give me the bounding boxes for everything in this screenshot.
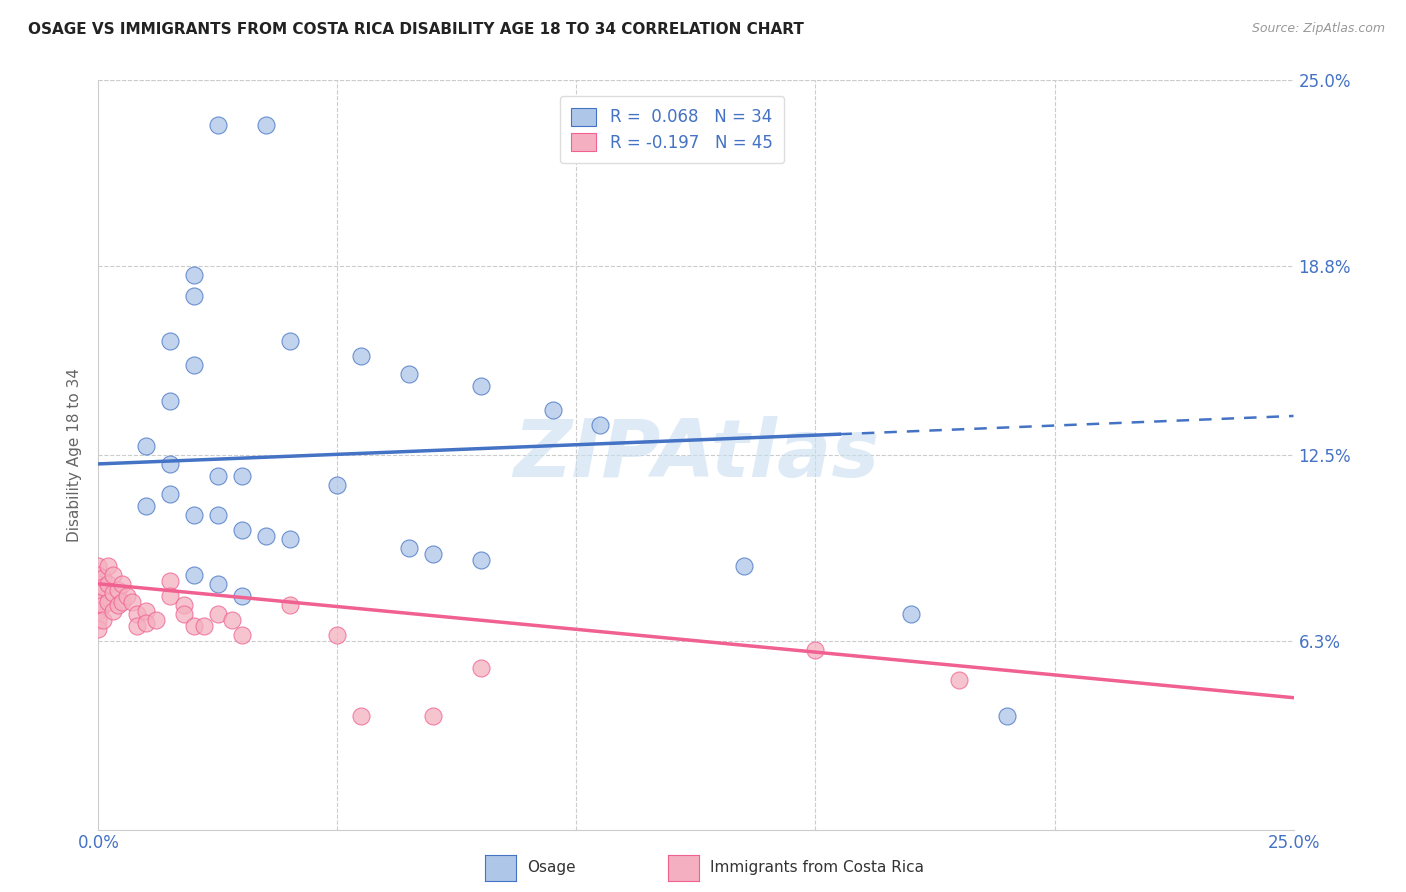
Y-axis label: Disability Age 18 to 34: Disability Age 18 to 34: [67, 368, 83, 542]
Legend: R =  0.068   N = 34, R = -0.197   N = 45: R = 0.068 N = 34, R = -0.197 N = 45: [560, 96, 785, 163]
Point: [231, 589, 253, 603]
Point: [193, 619, 215, 633]
Point: [589, 417, 612, 432]
Point: [135, 615, 157, 630]
Point: [91, 613, 114, 627]
Point: [111, 576, 134, 591]
Point: [87, 558, 110, 573]
Point: [231, 628, 253, 642]
Point: [125, 607, 148, 621]
Point: [87, 576, 110, 591]
Point: [107, 598, 129, 612]
Point: [159, 589, 181, 603]
Point: [121, 595, 143, 609]
Point: [398, 541, 420, 555]
Point: [183, 268, 205, 282]
Point: [91, 598, 114, 612]
Point: [145, 613, 167, 627]
Point: [422, 708, 444, 723]
Point: [231, 523, 253, 537]
Point: [398, 367, 420, 381]
Point: [87, 567, 110, 582]
Point: [254, 529, 277, 543]
Point: [87, 613, 110, 627]
Point: [183, 289, 205, 303]
Point: [326, 628, 349, 642]
Text: Source: ZipAtlas.com: Source: ZipAtlas.com: [1251, 22, 1385, 36]
Point: [101, 586, 124, 600]
Point: [159, 334, 181, 348]
Point: [231, 469, 253, 483]
Text: Osage: Osage: [527, 860, 576, 874]
Point: [541, 403, 564, 417]
Point: [422, 547, 444, 561]
Point: [326, 478, 349, 492]
Point: [107, 582, 129, 597]
Point: [87, 595, 110, 609]
Point: [221, 613, 243, 627]
Point: [125, 619, 148, 633]
Point: [87, 604, 110, 618]
Point: [207, 118, 229, 132]
Point: [159, 574, 181, 588]
Point: [173, 607, 195, 621]
Point: [111, 595, 134, 609]
Point: [173, 598, 195, 612]
Point: [183, 619, 205, 633]
Point: [183, 358, 205, 372]
Point: [97, 558, 120, 573]
Point: [350, 349, 373, 363]
Text: ZIPAtlas: ZIPAtlas: [513, 416, 879, 494]
Point: [159, 457, 181, 471]
Point: [278, 532, 301, 546]
Point: [159, 394, 181, 409]
Point: [159, 487, 181, 501]
Point: [470, 379, 492, 393]
Point: [207, 508, 229, 522]
Point: [470, 661, 492, 675]
Point: [350, 708, 373, 723]
Point: [183, 508, 205, 522]
Point: [97, 595, 120, 609]
Point: [101, 604, 124, 618]
Point: [101, 567, 124, 582]
Point: [91, 571, 114, 585]
Point: [91, 580, 114, 594]
Point: [97, 576, 120, 591]
Point: [995, 708, 1018, 723]
Text: OSAGE VS IMMIGRANTS FROM COSTA RICA DISABILITY AGE 18 TO 34 CORRELATION CHART: OSAGE VS IMMIGRANTS FROM COSTA RICA DISA…: [28, 22, 804, 37]
Point: [804, 642, 827, 657]
Point: [278, 334, 301, 348]
Point: [135, 439, 157, 453]
Point: [87, 622, 110, 636]
Point: [948, 673, 970, 687]
Point: [135, 604, 157, 618]
Point: [278, 598, 301, 612]
Point: [207, 607, 229, 621]
Point: [115, 589, 138, 603]
Point: [207, 469, 229, 483]
Text: Immigrants from Costa Rica: Immigrants from Costa Rica: [710, 860, 924, 874]
Point: [470, 553, 492, 567]
Point: [87, 586, 110, 600]
Point: [254, 118, 277, 132]
Point: [183, 567, 205, 582]
Point: [733, 558, 755, 573]
Point: [207, 576, 229, 591]
Point: [135, 499, 157, 513]
Point: [900, 607, 922, 621]
